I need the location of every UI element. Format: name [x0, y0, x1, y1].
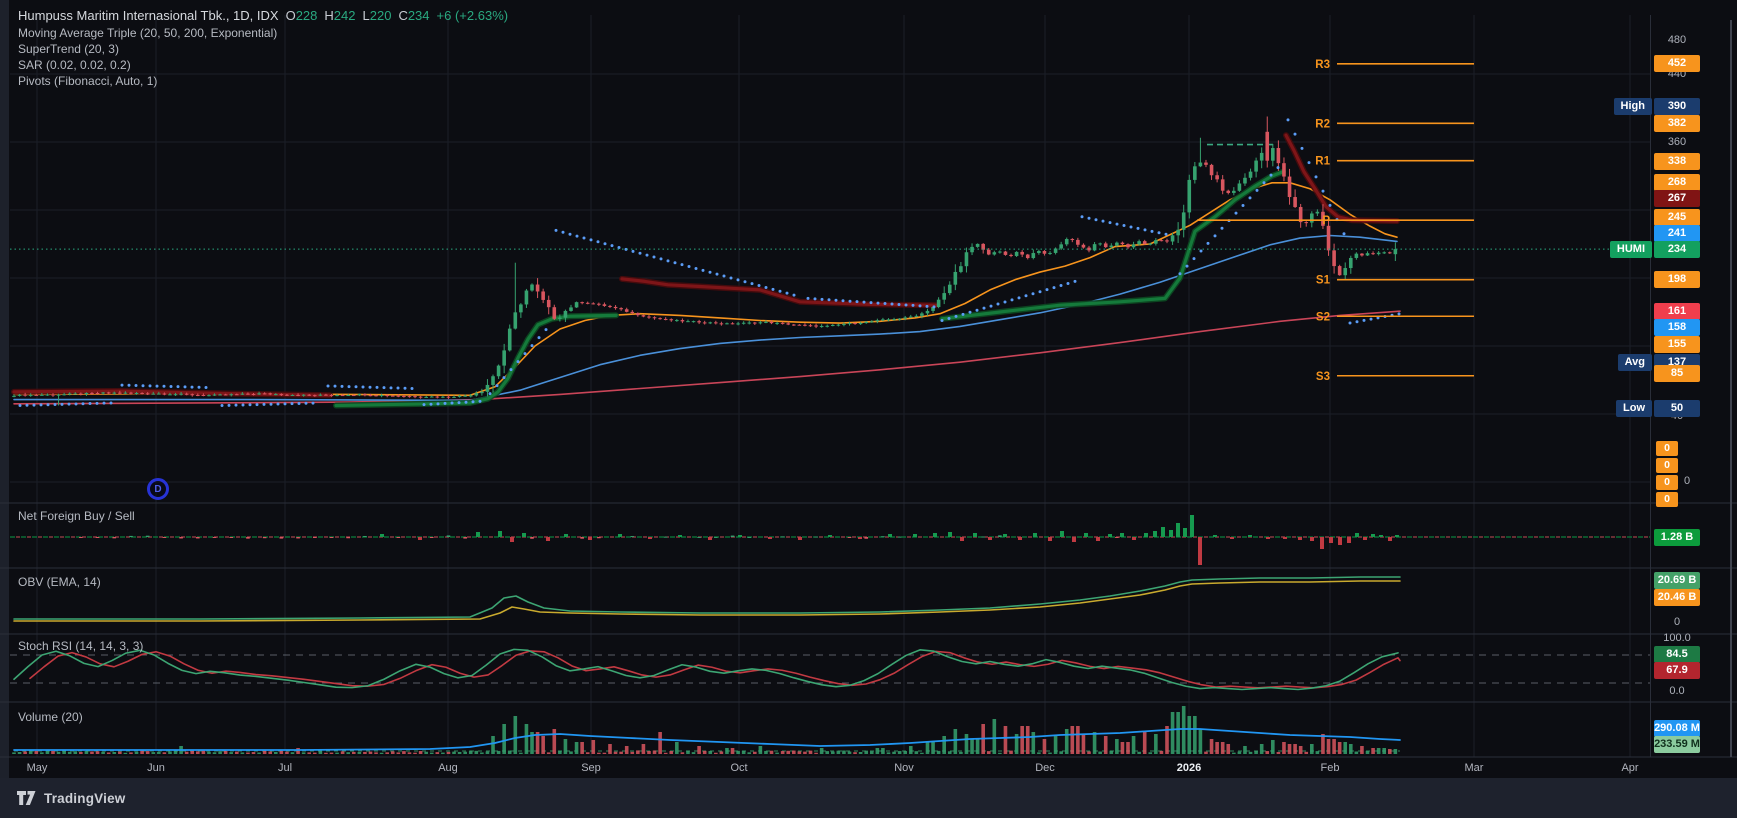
symbol-row[interactable]: Humpuss Maritim Internasional Tbk., 1D, … [18, 8, 508, 25]
panel-label-net-foreign[interactable]: Net Foreign Buy / Sell [18, 509, 135, 523]
watermark-letter: D [154, 483, 162, 495]
pivot-label-s2: S2 [1316, 311, 1330, 323]
time-label-may: May [26, 762, 48, 774]
price-axis-label: 0 [1684, 475, 1691, 487]
marker-tag-high: High [1613, 97, 1652, 115]
panel-value-badge: 84.5 [1654, 645, 1700, 663]
marker-tag-humi: HUMI [1609, 240, 1652, 258]
panel-value-badge: 20.69 B [1654, 571, 1700, 589]
time-label-apr: Apr [1621, 762, 1639, 774]
panel-label-volume[interactable]: Volume (20) [18, 710, 83, 724]
price-badge-50: 50 [1654, 399, 1700, 417]
change-value: +6 (+2.63%) [436, 8, 509, 23]
time-label-jul: Jul [277, 762, 293, 774]
pivot-label-r3: R3 [1315, 59, 1330, 71]
price-badge-338: 338 [1654, 152, 1700, 170]
time-label-dec: Dec [1035, 762, 1055, 774]
open-label: O228 [285, 8, 318, 23]
price-badge-241: 241 [1654, 224, 1700, 242]
pivot-label-s3: S3 [1316, 371, 1330, 383]
price-badge-zero: 0 [1656, 491, 1678, 507]
panel-value-badge: 20.46 B [1654, 588, 1700, 606]
price-badge-382: 382 [1654, 114, 1700, 132]
time-label-aug: Aug [438, 762, 458, 774]
price-axis-label: 360 [1667, 136, 1687, 148]
left-pane-edge [0, 0, 9, 778]
time-label-feb: Feb [1320, 762, 1340, 774]
panel-value-badge: 67.9 [1654, 661, 1700, 679]
price-badge-268: 268 [1654, 173, 1700, 191]
indicator-row-ma-triple[interactable]: Moving Average Triple (20, 50, 200, Expo… [18, 25, 278, 40]
indicator-row-sar[interactable]: SAR (0.02, 0.02, 0.2) [18, 57, 131, 72]
price-badge-155: 155 [1654, 335, 1700, 353]
price-axis-label: 0.0 [1669, 685, 1685, 697]
panel-label-stoch-rsi[interactable]: Stoch RSI (14, 14, 3, 3) [18, 639, 144, 653]
panel-label-obv[interactable]: OBV (EMA, 14) [18, 575, 101, 589]
panel-value-badge: 1.28 B [1654, 528, 1700, 546]
symbol-title: Humpuss Maritim Internasional Tbk., 1D, … [18, 8, 279, 23]
time-label-sep: Sep [581, 762, 601, 774]
time-label-jun: Jun [147, 762, 165, 774]
high-value: 242 [333, 8, 356, 23]
marker-tag-low: Low [1616, 399, 1652, 417]
time-label-2026: 2026 [1176, 762, 1202, 774]
pivot-label-s1: S1 [1316, 275, 1331, 287]
tradingview-logo-icon [17, 791, 36, 805]
indicator-row-supertrend[interactable]: SuperTrend (20, 3) [18, 41, 119, 56]
price-badge-452: 452 [1654, 54, 1700, 72]
time-label-nov: Nov [894, 762, 914, 774]
pivot-label-p: P [1322, 215, 1330, 227]
high-label: H242 [324, 8, 356, 23]
pivot-label-r1: R1 [1315, 156, 1330, 168]
low-value: 220 [369, 8, 392, 23]
watermark-circle-d[interactable]: D [147, 478, 169, 500]
price-badge-198: 198 [1654, 270, 1700, 288]
close-label: C234 [398, 8, 430, 23]
price-badge-zero: 0 [1656, 440, 1678, 456]
pivot-label-r2: R2 [1315, 118, 1330, 130]
panel-value-badge: 233.59 M [1654, 735, 1700, 753]
price-badge-245: 245 [1654, 208, 1700, 226]
time-label-mar: Mar [1464, 762, 1484, 774]
price-badge-390: 390 [1654, 97, 1700, 115]
close-value: 234 [407, 8, 430, 23]
chart-legend: Humpuss Maritim Internasional Tbk., 1D, … [18, 8, 508, 89]
price-badge-267: 267 [1654, 189, 1700, 207]
open-value: 228 [295, 8, 318, 23]
low-label: L220 [362, 8, 392, 23]
bottom-toolbar: TradingView [0, 778, 1737, 818]
brand-text: TradingView [44, 790, 126, 806]
price-badge-85: 85 [1654, 364, 1700, 382]
price-axis-label: 100.0 [1663, 632, 1691, 644]
price-axis-label: 480 [1667, 34, 1687, 46]
price-badge-161: 161 [1654, 302, 1700, 320]
price-badge-158: 158 [1654, 318, 1700, 336]
price-axis-label: 0 [1673, 616, 1681, 628]
marker-tag-avg: Avg [1617, 353, 1652, 371]
time-label-oct: Oct [730, 762, 748, 774]
price-badge-zero: 0 [1656, 457, 1678, 473]
tradingview-logo[interactable]: TradingView [16, 789, 125, 807]
price-badge-234: 234 [1654, 240, 1700, 258]
indicator-row-pivots[interactable]: Pivots (Fibonacci, Auto, 1) [18, 73, 158, 88]
price-badge-zero: 0 [1656, 474, 1678, 490]
panel-value-badge: 290.08 M [1654, 719, 1700, 737]
